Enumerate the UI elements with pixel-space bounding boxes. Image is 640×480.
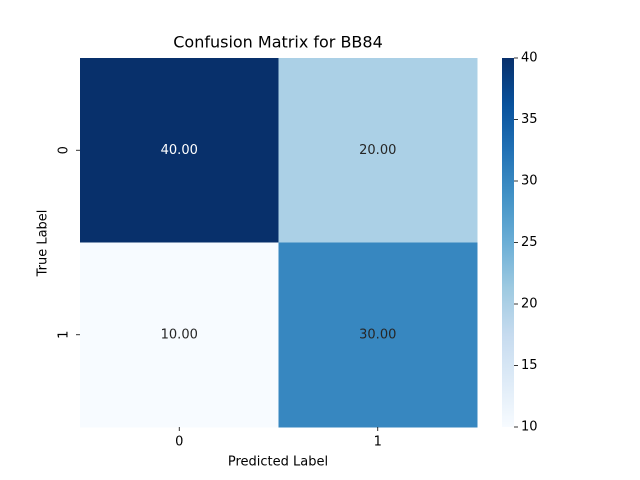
colorbar-tick-label: 40 (521, 51, 538, 66)
y-tick-label: 0 (57, 146, 72, 154)
cell-label: 20.00 (359, 143, 396, 158)
x-tick-label: 0 (175, 435, 183, 450)
x-tick-label: 1 (374, 435, 382, 450)
x-axis-label: Predicted Label (228, 455, 328, 470)
heatmap-cell (80, 242, 279, 428)
cell-label: 30.00 (359, 327, 396, 342)
colorbar-tick-label: 15 (521, 358, 538, 373)
heatmap-cell (80, 58, 279, 243)
cell-label: 10.00 (161, 327, 198, 342)
heatmap-cell (278, 242, 478, 428)
y-axis-label: True Label (36, 210, 51, 278)
colorbar-tick-label: 25 (521, 235, 538, 250)
heatmap-cell (278, 58, 478, 243)
colorbar-tick-label: 20 (521, 297, 538, 312)
y-tick-label: 1 (57, 331, 72, 339)
colorbar (502, 58, 514, 427)
colorbar-tick-label: 30 (521, 174, 538, 189)
chart-title: Confusion Matrix for BB84 (173, 33, 383, 52)
cell-label: 40.00 (161, 143, 198, 158)
colorbar-tick-label: 35 (521, 112, 538, 127)
colorbar-tick-label: 10 (521, 420, 538, 435)
